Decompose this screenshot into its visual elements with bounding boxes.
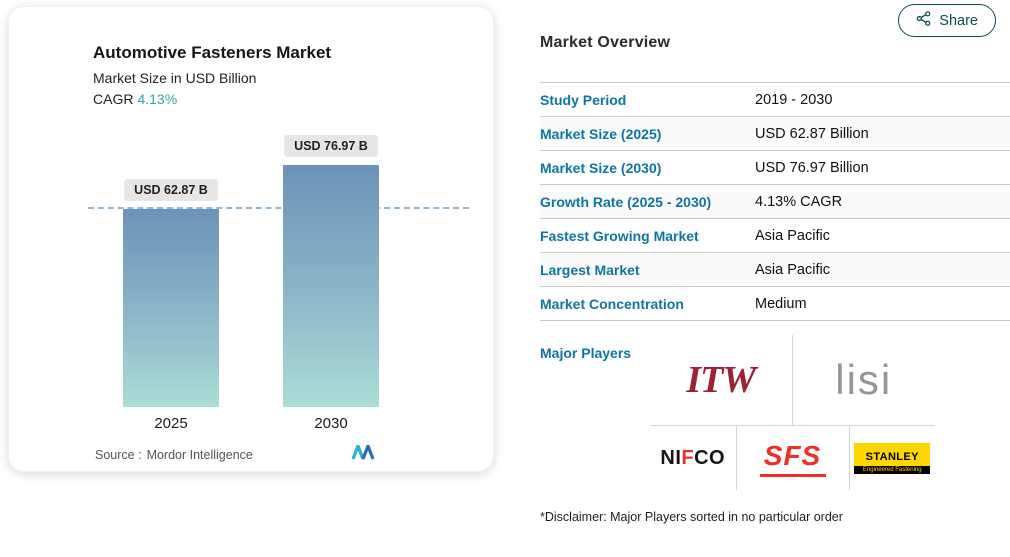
x-label-2025: 2025 <box>154 415 188 432</box>
x-axis-labels: 2025 2030 <box>33 415 469 432</box>
sfs-logo-text: SFS <box>763 439 822 471</box>
lisi-logo: lisi <box>793 335 936 425</box>
bar-chart: USD 62.87 B USD 76.97 B <box>33 135 469 407</box>
stanley-logo-text: STANLEY <box>865 450 919 463</box>
stanley-logo: STANLEY Engineered Fastening <box>850 426 936 490</box>
row-label-market-size-2025[interactable]: Market Size (2025) <box>540 125 662 142</box>
table-row-fastest-growing-market: Fastest Growing Market Asia Pacific <box>540 219 1010 253</box>
table-row-market-concentration: Market Concentration Medium <box>540 287 1010 321</box>
market-overview-title: Market Overview <box>540 34 671 51</box>
lisi-logo-text: lisi <box>835 356 893 403</box>
bar-group-2030: USD 76.97 B <box>283 135 379 407</box>
row-label-fastest-growing-market[interactable]: Fastest Growing Market <box>540 227 699 244</box>
chart-cagr: CAGR 4.13% <box>93 91 469 107</box>
mordor-intelligence-logo-icon <box>351 441 379 465</box>
cagr-value: 4.13% <box>137 91 178 107</box>
table-row-market-size-2030: Market Size (2030) USD 76.97 Billion <box>540 151 1010 185</box>
bar-value-label-2030: USD 76.97 B <box>284 135 378 157</box>
bar-value-label-2025: USD 62.87 B <box>124 179 218 201</box>
row-label-market-size-2030[interactable]: Market Size (2030) <box>540 159 662 176</box>
sfs-logo: SFS <box>735 426 850 490</box>
nifco-logo-text: NIFCO <box>660 446 726 469</box>
itw-logo: ITW <box>650 335 793 425</box>
share-icon <box>916 11 931 30</box>
bar-2030[interactable] <box>283 165 379 407</box>
bar-2025[interactable] <box>123 209 219 407</box>
major-players-disclaimer: *Disclaimer: Major Players sorted in no … <box>540 510 843 524</box>
reference-line <box>88 207 469 209</box>
table-row-study-period: Study Period 2019 - 2030 <box>540 83 1010 117</box>
chart-card: Automotive Fasteners Market Market Size … <box>8 6 494 472</box>
cagr-label: CAGR <box>93 91 134 107</box>
row-value-fastest-growing-market: Asia Pacific <box>755 227 830 244</box>
stanley-logo-subtext: Engineered Fastening <box>854 465 931 474</box>
bar-group-2025: USD 62.87 B <box>123 157 219 407</box>
row-label-study-period[interactable]: Study Period <box>540 91 627 108</box>
row-value-growth-rate: 4.13% CAGR <box>755 193 843 210</box>
overview-table: Study Period 2019 - 2030 Market Size (20… <box>540 82 1010 321</box>
table-row-largest-market: Largest Market Asia Pacific <box>540 253 1010 287</box>
row-value-market-size-2025: USD 62.87 Billion <box>755 125 869 142</box>
row-label-growth-rate[interactable]: Growth Rate (2025 - 2030) <box>540 193 712 210</box>
major-players-section: Major Players ITW lisi NIFCO SFS <box>540 335 1010 490</box>
chart-header: Automotive Fasteners Market Market Size … <box>93 43 469 107</box>
major-players-logo-grid: ITW lisi NIFCO SFS STANLEY Engineered <box>650 335 935 490</box>
share-button[interactable]: Share <box>898 4 996 37</box>
row-label-market-concentration[interactable]: Market Concentration <box>540 295 684 312</box>
chart-subtitle: Market Size in USD Billion <box>93 70 257 86</box>
row-value-largest-market: Asia Pacific <box>755 261 830 278</box>
sfs-logo-underline <box>759 473 826 477</box>
table-row-market-size-2025: Market Size (2025) USD 62.87 Billion <box>540 117 1010 151</box>
source-row: Source : Mordor Intelligence <box>33 441 469 465</box>
row-value-market-concentration: Medium <box>755 295 807 312</box>
chart-title: Automotive Fasteners Market <box>93 43 332 62</box>
source-label: Source : <box>95 448 142 462</box>
row-value-market-size-2030: USD 76.97 Billion <box>755 159 869 176</box>
market-overview-panel: Market Overview Study Period 2019 - 2030… <box>540 34 1010 524</box>
source-name: Mordor Intelligence <box>146 448 253 462</box>
itw-logo-text: ITW <box>686 359 756 401</box>
major-players-label: Major Players <box>540 345 632 361</box>
nifco-logo: NIFCO <box>650 426 736 490</box>
row-label-largest-market[interactable]: Largest Market <box>540 261 640 278</box>
source-text: Source : Mordor Intelligence <box>95 448 253 462</box>
stanley-logo-box: STANLEY Engineered Fastening <box>854 442 931 474</box>
share-label: Share <box>939 12 978 29</box>
table-row-growth-rate: Growth Rate (2025 - 2030) 4.13% CAGR <box>540 185 1010 219</box>
row-value-study-period: 2019 - 2030 <box>755 91 833 108</box>
x-label-2030: 2030 <box>314 415 348 432</box>
